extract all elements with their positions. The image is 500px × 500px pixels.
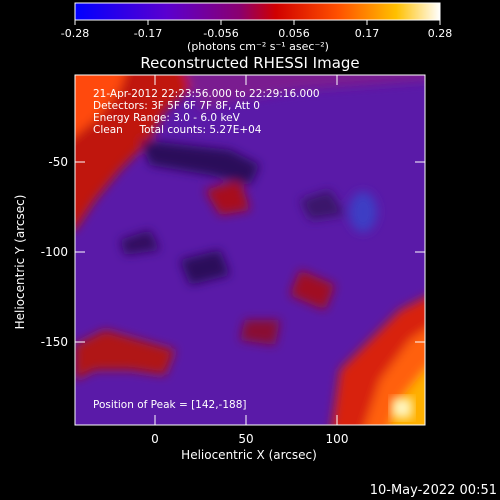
chart-title: Reconstructed RHESSI Image: [140, 54, 359, 72]
colorbar-tick-label: 0.28: [428, 27, 453, 40]
x-tick-label: 100: [326, 432, 349, 446]
x-tick-label: 50: [238, 432, 253, 446]
colorbar-ticks: [74, 20, 441, 25]
info-line-detectors: Detectors: 3F 5F 6F 7F 8F, Att 0: [93, 100, 260, 112]
plot-frame: [74, 74, 426, 426]
colorbar: [74, 2, 441, 21]
x-tick-label: 0: [151, 432, 159, 446]
x-axis-label: Heliocentric X (arcsec): [181, 448, 317, 462]
axis-ticks: [75, 75, 425, 425]
footer-timestamp: 10-May-2022 00:51: [370, 483, 497, 498]
colorbar-tick-label: -0.17: [134, 27, 162, 40]
y-tick-label: -150: [41, 335, 68, 349]
colorbar-tick-label: -0.056: [203, 27, 238, 40]
peak-position-label: Position of Peak = [142,-188]: [93, 399, 247, 411]
info-line-clean: Clean Total counts: 5.27E+04: [93, 124, 262, 136]
y-tick-label: -50: [48, 155, 68, 169]
info-line-time: 21-Apr-2012 22:23:56.000 to 22:29:16.000: [93, 88, 320, 100]
colorbar-tick-label: 0.17: [355, 27, 380, 40]
y-axis-label: Heliocentric Y (arcsec): [13, 195, 27, 330]
colorbar-tick-label: -0.28: [61, 27, 89, 40]
y-tick-label: -100: [41, 245, 68, 259]
info-line-energy: Energy Range: 3.0 - 6.0 keV: [93, 112, 241, 124]
colorbar-units: (photons cm⁻² s⁻¹ asec⁻²): [187, 40, 329, 53]
colorbar-tick-label: 0.056: [278, 27, 310, 40]
